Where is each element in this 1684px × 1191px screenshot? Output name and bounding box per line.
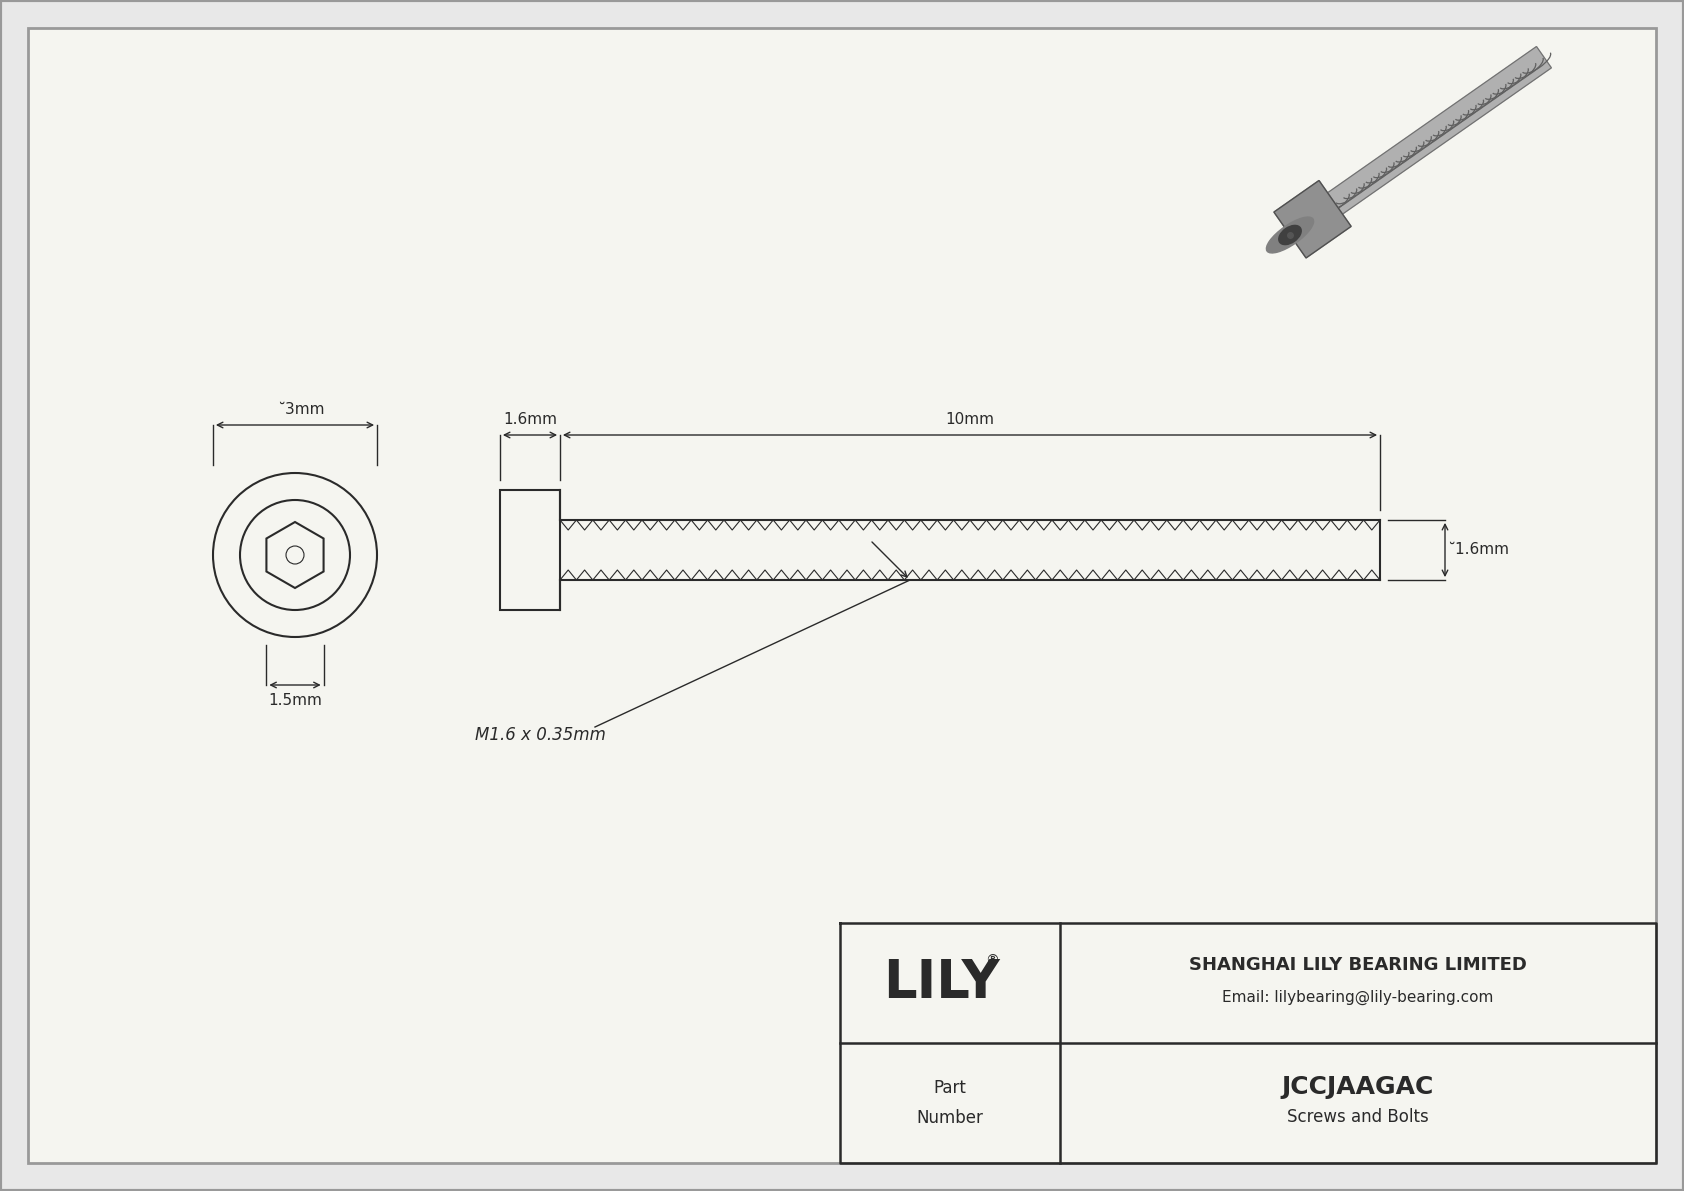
Polygon shape xyxy=(1327,46,1551,214)
Ellipse shape xyxy=(1266,217,1314,252)
Text: ̆1.6mm: ̆1.6mm xyxy=(1455,542,1509,557)
Bar xyxy=(500,490,561,610)
Text: ̆3mm: ̆3mm xyxy=(285,403,325,417)
Text: SHANGHAI LILY BEARING LIMITED: SHANGHAI LILY BEARING LIMITED xyxy=(1189,956,1527,974)
Text: 10mm: 10mm xyxy=(945,412,995,428)
Polygon shape xyxy=(1273,181,1351,258)
Text: ®: ® xyxy=(985,954,999,968)
Text: 1.6mm: 1.6mm xyxy=(504,412,557,428)
Text: JCCJAAGAC: JCCJAAGAC xyxy=(1282,1075,1435,1099)
Text: 1.5mm: 1.5mm xyxy=(268,693,322,707)
Text: Screws and Bolts: Screws and Bolts xyxy=(1287,1108,1430,1125)
Text: M1.6 x 0.35mm: M1.6 x 0.35mm xyxy=(475,727,606,744)
Text: Part
Number: Part Number xyxy=(916,1079,983,1127)
Text: LILY: LILY xyxy=(884,958,1000,1009)
Text: Email: lilybearing@lily-bearing.com: Email: lilybearing@lily-bearing.com xyxy=(1223,990,1494,1004)
Ellipse shape xyxy=(1278,225,1302,244)
